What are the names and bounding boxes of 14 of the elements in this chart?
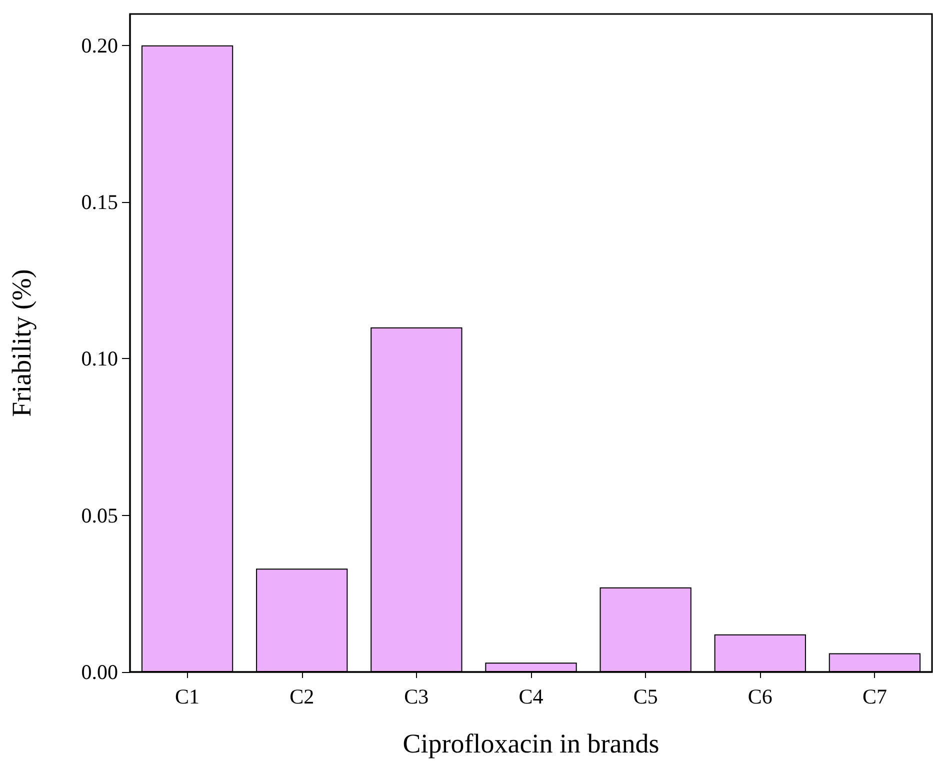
y-tick-label: 0.20 bbox=[81, 33, 118, 58]
y-tick-label: 0.05 bbox=[81, 503, 118, 528]
x-tick-label: C2 bbox=[290, 684, 314, 708]
x-tick-label: C3 bbox=[404, 684, 429, 708]
y-tick-label: 0.15 bbox=[81, 190, 118, 214]
x-tick-label: C4 bbox=[518, 684, 544, 708]
x-axis-title: Ciprofloxacin in brands bbox=[402, 728, 660, 758]
y-tick-label: 0.00 bbox=[81, 660, 118, 684]
x-tick-label: C6 bbox=[748, 684, 772, 708]
x-tick-label: C5 bbox=[633, 684, 658, 708]
y-axis-title: Friability (%) bbox=[6, 269, 36, 417]
x-tick-label: C1 bbox=[175, 684, 200, 708]
x-tick-label: C7 bbox=[862, 684, 887, 708]
y-tick-label: 0.10 bbox=[81, 346, 118, 371]
